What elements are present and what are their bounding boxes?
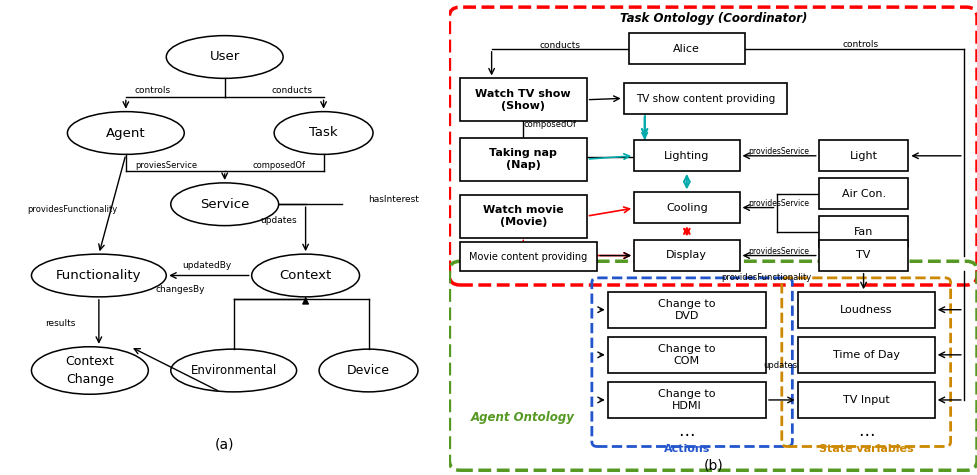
Text: updates: updates	[764, 361, 798, 370]
Text: updatedBy: updatedBy	[182, 262, 232, 270]
Text: Taking nap
(Nap): Taking nap (Nap)	[489, 148, 557, 170]
FancyBboxPatch shape	[819, 178, 909, 209]
Text: providesService: providesService	[748, 247, 810, 256]
Text: providesService: providesService	[748, 199, 810, 208]
FancyBboxPatch shape	[460, 195, 586, 238]
Text: Task: Task	[310, 126, 338, 140]
Text: providesFunctionality: providesFunctionality	[27, 205, 117, 213]
Text: ⋯: ⋯	[678, 426, 696, 444]
FancyBboxPatch shape	[460, 78, 586, 121]
FancyBboxPatch shape	[797, 382, 935, 418]
Text: Context: Context	[65, 355, 114, 369]
Text: Alice: Alice	[673, 44, 701, 54]
Text: conducts: conducts	[272, 86, 313, 95]
Text: Watch TV show
(Show): Watch TV show (Show)	[476, 89, 572, 111]
Text: proviesService: proviesService	[135, 161, 197, 170]
Text: Agent Ontology: Agent Ontology	[471, 411, 574, 425]
Text: User: User	[210, 50, 239, 64]
Text: TV: TV	[857, 250, 871, 260]
Text: composedOf: composedOf	[523, 120, 576, 129]
Text: Change to
HDMI: Change to HDMI	[658, 390, 715, 411]
FancyBboxPatch shape	[819, 216, 909, 247]
Text: (b): (b)	[703, 458, 723, 473]
Text: Light: Light	[850, 151, 877, 161]
Text: Service: Service	[200, 198, 249, 211]
Text: Time of Day: Time of Day	[832, 350, 900, 360]
Text: providesFunctionality: providesFunctionality	[721, 274, 811, 282]
FancyBboxPatch shape	[634, 240, 740, 271]
Text: Change to
DVD: Change to DVD	[658, 299, 715, 321]
Text: changesBy: changesBy	[155, 285, 204, 294]
Text: Watch movie
(Movie): Watch movie (Movie)	[483, 205, 564, 227]
FancyBboxPatch shape	[634, 192, 740, 223]
FancyBboxPatch shape	[634, 140, 740, 171]
Text: Actions: Actions	[663, 444, 710, 454]
Text: controls: controls	[843, 40, 879, 48]
Text: Movie content providing: Movie content providing	[469, 251, 588, 262]
Text: results: results	[45, 319, 75, 327]
Text: Fan: Fan	[854, 227, 873, 237]
FancyBboxPatch shape	[797, 292, 935, 328]
FancyBboxPatch shape	[460, 242, 597, 271]
Text: providesService: providesService	[748, 148, 810, 156]
Text: Air Con.: Air Con.	[841, 189, 885, 199]
Text: (a): (a)	[215, 437, 234, 451]
FancyBboxPatch shape	[629, 33, 744, 64]
FancyBboxPatch shape	[819, 240, 909, 271]
Text: updates: updates	[260, 217, 297, 225]
Text: Loudness: Loudness	[840, 305, 892, 315]
FancyBboxPatch shape	[608, 292, 766, 328]
FancyBboxPatch shape	[623, 83, 787, 114]
Text: controls: controls	[135, 86, 171, 95]
Text: TV Input: TV Input	[843, 395, 890, 405]
Text: Functionality: Functionality	[56, 269, 142, 282]
FancyBboxPatch shape	[819, 140, 909, 171]
Text: hasInterest: hasInterest	[368, 195, 419, 204]
Text: Display: Display	[666, 250, 707, 260]
Text: composedOf: composedOf	[252, 161, 305, 170]
Text: Context: Context	[279, 269, 332, 282]
Text: TV show content providing: TV show content providing	[636, 94, 775, 104]
Text: Environmental: Environmental	[191, 364, 276, 377]
FancyBboxPatch shape	[797, 337, 935, 373]
FancyBboxPatch shape	[608, 337, 766, 373]
Text: Device: Device	[347, 364, 390, 377]
FancyBboxPatch shape	[608, 382, 766, 418]
Text: Lighting: Lighting	[664, 151, 709, 161]
Text: Cooling: Cooling	[666, 203, 707, 213]
Text: ⋯: ⋯	[858, 426, 874, 444]
FancyBboxPatch shape	[460, 138, 586, 180]
Text: Change: Change	[65, 373, 114, 387]
Text: Task Ontology (Coordinator): Task Ontology (Coordinator)	[619, 12, 807, 25]
Text: Change to
COM: Change to COM	[658, 344, 715, 366]
Text: Agent: Agent	[106, 126, 146, 140]
Text: conducts: conducts	[539, 41, 580, 49]
Text: State variables: State variables	[819, 444, 913, 454]
